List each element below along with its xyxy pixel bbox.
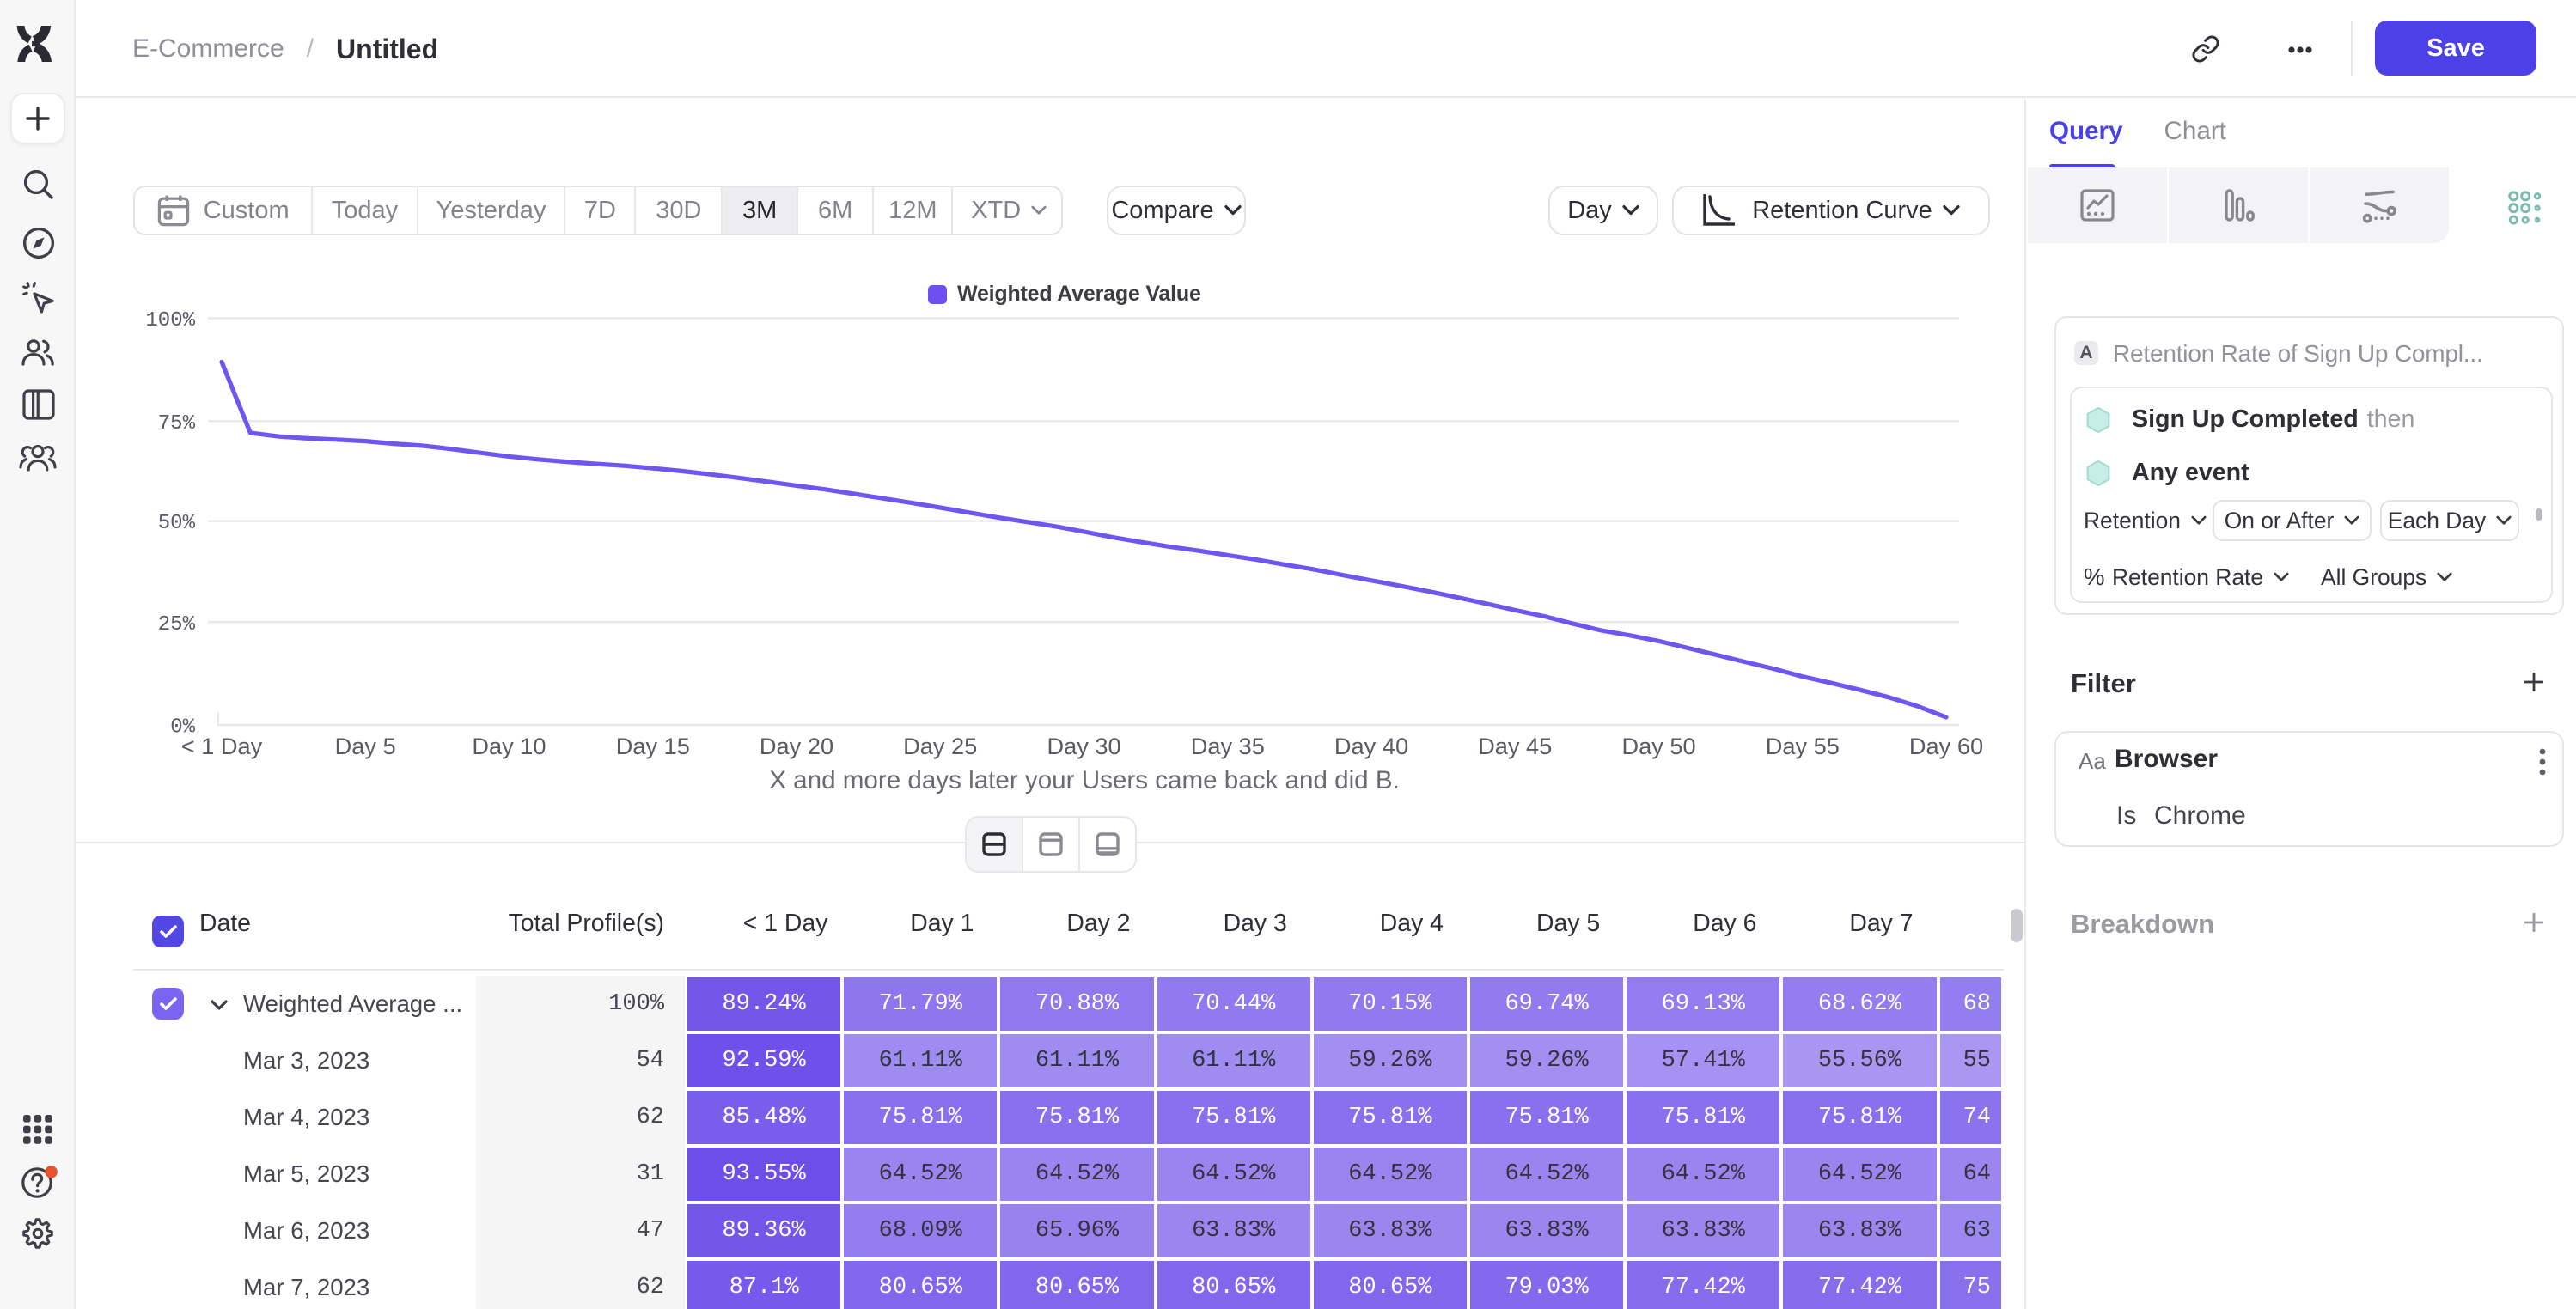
svg-text:Day 50: Day 50 [1622, 733, 1696, 759]
svg-text:Day 5: Day 5 [335, 733, 396, 759]
svg-text:Day 30: Day 30 [1047, 733, 1121, 759]
svg-text:Day 20: Day 20 [760, 733, 833, 759]
svg-text:Day 45: Day 45 [1478, 733, 1552, 759]
svg-text:100%: 100% [145, 309, 195, 332]
svg-text:Day 35: Day 35 [1191, 733, 1265, 759]
svg-text:Day 10: Day 10 [472, 733, 546, 759]
svg-text:< 1 Day: < 1 Day [181, 733, 263, 759]
svg-text:Day 40: Day 40 [1334, 733, 1408, 759]
svg-text:Day 25: Day 25 [903, 733, 977, 759]
svg-text:Day 15: Day 15 [616, 733, 690, 759]
svg-text:25%: 25% [158, 613, 196, 636]
svg-text:Day 55: Day 55 [1766, 733, 1840, 759]
svg-text:Day 60: Day 60 [1909, 733, 1983, 759]
svg-text:50%: 50% [158, 512, 196, 535]
svg-text:75%: 75% [158, 412, 196, 435]
svg-text:0%: 0% [170, 716, 195, 740]
